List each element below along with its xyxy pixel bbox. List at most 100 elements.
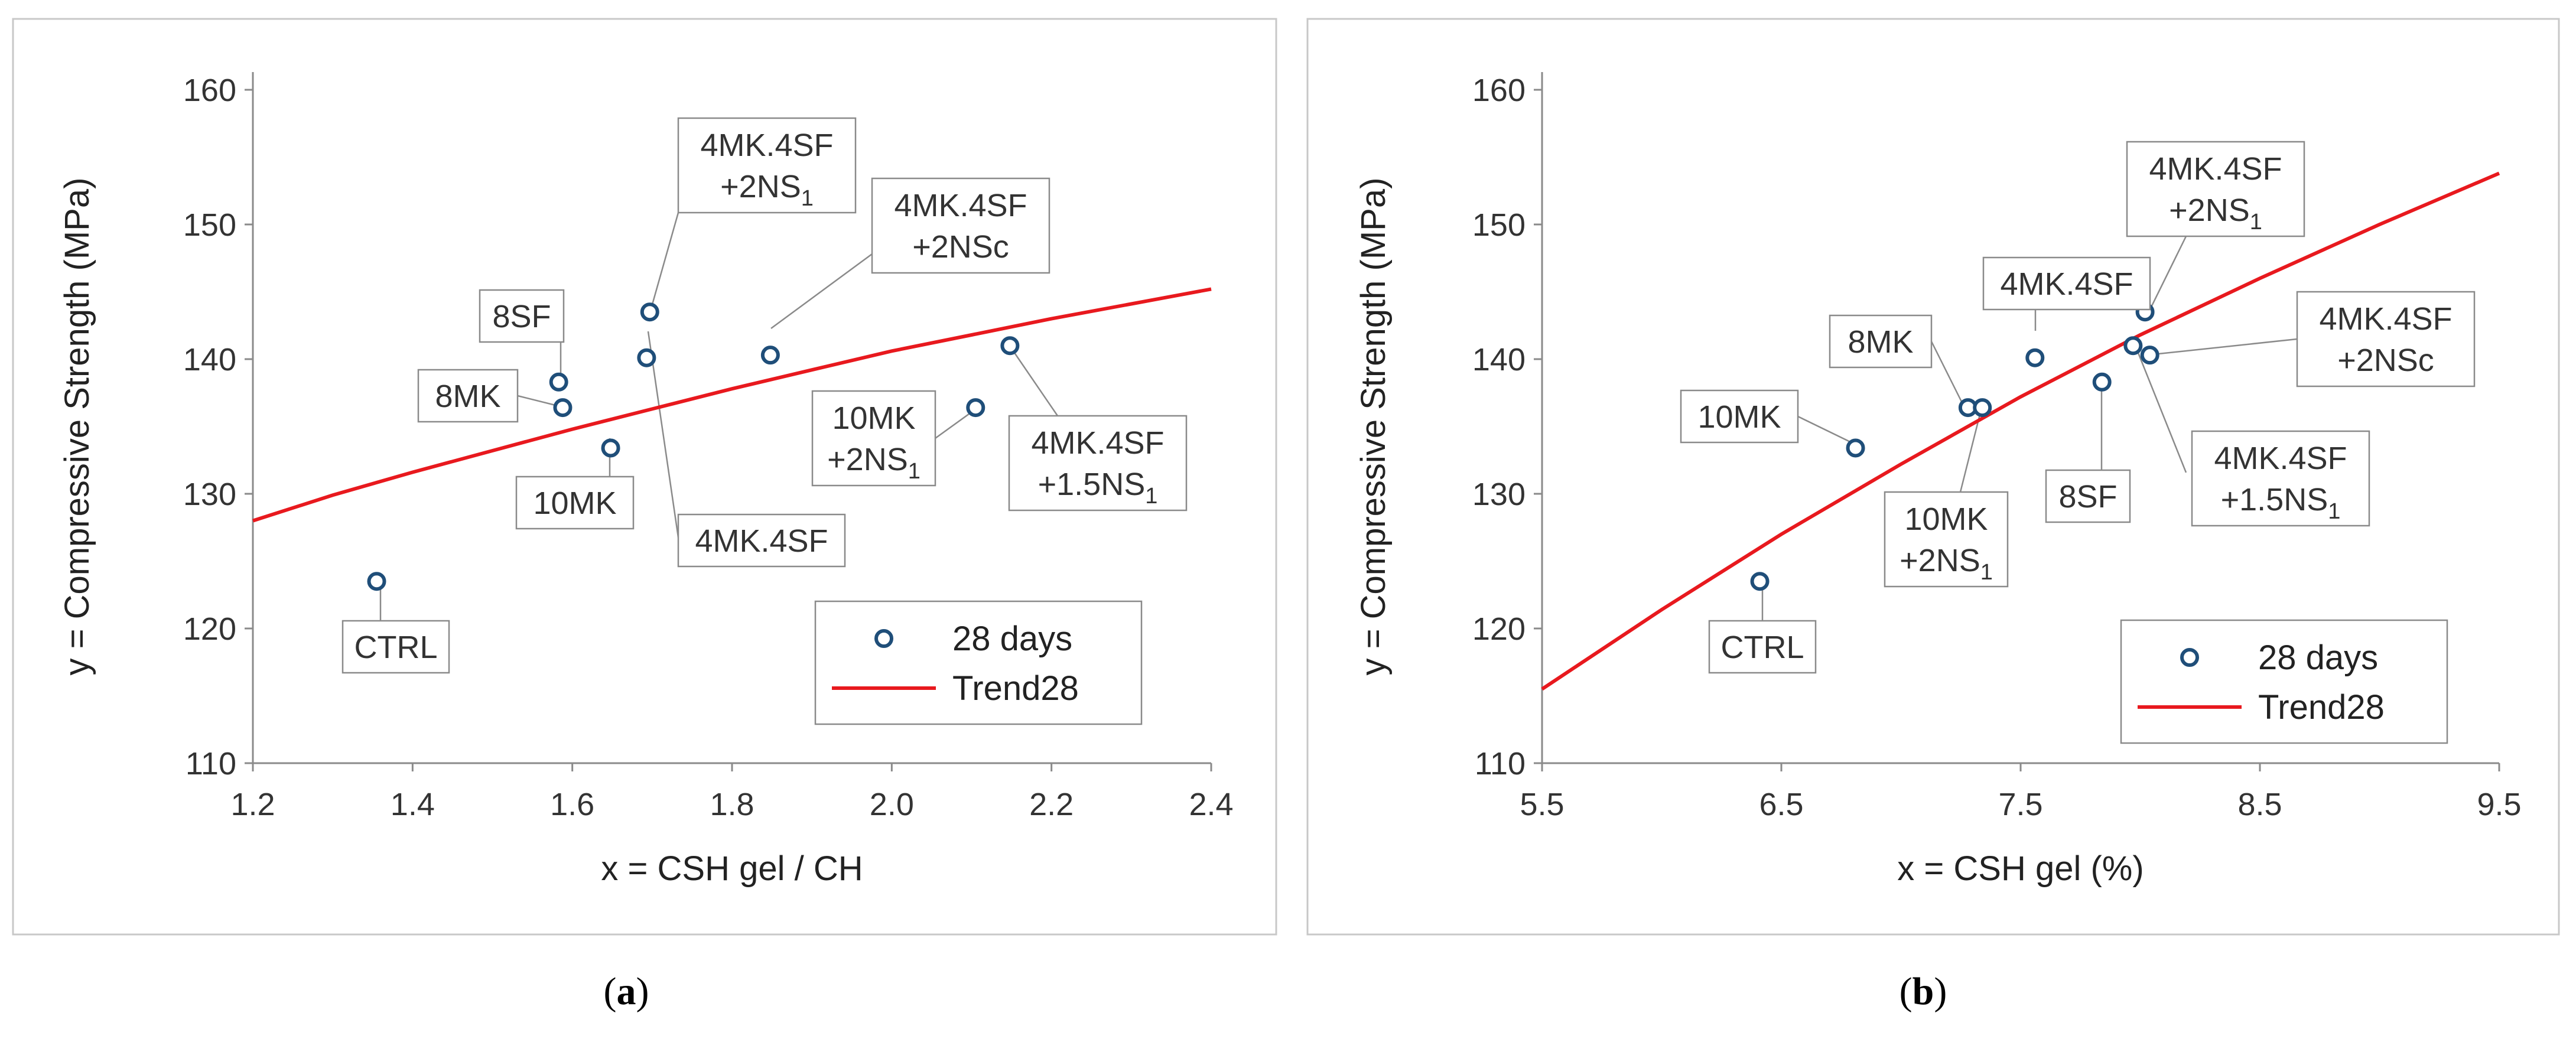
trend-line: [1541, 171, 2500, 691]
annotation-box: [677, 117, 857, 214]
annotation-label: CTRL: [341, 620, 450, 674]
annotation-text: +2NSc: [2337, 343, 2434, 378]
annotation-text: 4MK.4SF: [2319, 301, 2452, 337]
annotation-text: 4MK.4SF: [695, 523, 828, 559]
data-point: [1750, 572, 1770, 591]
data-point: [2140, 346, 2159, 365]
x-tick-label: 1.6: [550, 787, 594, 822]
annotation-text: +2NS1: [1900, 543, 1993, 585]
annotation-label: 4MK.4SF: [677, 513, 846, 568]
y-tick-label: 120: [1472, 611, 1526, 647]
y-tick-label: 140: [1472, 342, 1526, 377]
y-tick-label: 150: [183, 207, 236, 243]
data-point: [760, 346, 780, 365]
legend-label-trend28: Trend28: [952, 669, 1079, 708]
legend-box: [2120, 619, 2448, 744]
data-point: [637, 348, 656, 367]
panel-label: (a): [604, 970, 649, 1013]
annotation-text: 8SF: [2058, 479, 2117, 514]
annotation-leader-line: [649, 212, 679, 311]
annotation-text: 4MK.4SF: [2214, 441, 2347, 476]
annotation-text: 10MK: [832, 400, 915, 436]
y-tick-label: 130: [1472, 477, 1526, 512]
annotation-box: [871, 177, 1050, 274]
data-point: [1846, 438, 1865, 458]
y-tick-label: 130: [183, 477, 236, 512]
legend-label-28-days: 28 days: [2258, 639, 2378, 677]
y-tick-label: 150: [1472, 207, 1526, 243]
x-tick-label: 1.8: [710, 787, 754, 822]
annotation-box: [1829, 314, 1933, 369]
annotation-text: CTRL: [354, 630, 437, 665]
y-tick-label: 160: [1472, 73, 1526, 108]
annotation-label: 4MK.4SF +1.5NS1: [2191, 430, 2370, 527]
legend: 28 days Trend28: [2120, 619, 2448, 744]
annotation-text: CTRL: [1720, 630, 1804, 665]
annotation-text: 8SF: [492, 299, 551, 334]
legend: 28 days Trend28: [814, 600, 1143, 725]
annotation-box: [515, 475, 635, 530]
data-point: [367, 572, 386, 591]
annotation-box: [677, 513, 846, 568]
annotation-box: [1680, 389, 1799, 444]
annotation-label: 8SF: [479, 289, 565, 343]
annotation-text: 8MK: [435, 379, 500, 414]
x-tick-label: 5.5: [1520, 787, 1564, 822]
annotation-box: [811, 390, 936, 487]
annotation-label: 10MK: [515, 475, 635, 530]
annotation-leader-line: [647, 331, 679, 538]
annotation-text: +2NS1: [2169, 193, 2262, 234]
x-tick-label: 6.5: [1759, 787, 1803, 822]
data-point: [553, 398, 573, 418]
legend-label-28-days: 28 days: [952, 620, 1072, 658]
annotation-label: 4MK.4SF: [1982, 256, 2151, 311]
annotation-box: [1708, 620, 1817, 674]
x-tick-label: 1.4: [391, 787, 435, 822]
annotation-text: 4MK.4SF: [1031, 425, 1164, 461]
annotation-text: 10MK: [1697, 399, 1781, 435]
legend-box: [814, 600, 1143, 725]
annotation-leader-line: [1009, 346, 1059, 416]
annotation-box: [2045, 469, 2131, 523]
data-point: [1000, 336, 1020, 356]
data-point: [1973, 398, 1992, 418]
annotation-label: 10MK +2NS1: [1884, 491, 2009, 588]
y-axis-title: y = Compressive Strength (MPa): [58, 178, 96, 676]
x-axis-title: x = CSH gel / CH: [601, 849, 863, 888]
annotation-label: 8MK: [417, 369, 519, 423]
x-tick-label: 2.4: [1189, 787, 1233, 822]
annotation-leader-line: [2147, 236, 2187, 314]
annotation-text: 8MK: [1848, 324, 1913, 360]
x-axis-title: x = CSH gel (%): [1897, 849, 2144, 888]
annotation-text: 4MK.4SF: [894, 188, 1027, 223]
annotation-text: 4MK.4SF: [700, 128, 833, 163]
panel-label: (b): [1900, 970, 1947, 1013]
chart-panel-b: 110 120 130 140 150 160 5.5 6.5 7.5 8.5 9.5 x = CSH…: [1306, 18, 2560, 1013]
annotation-text: +2NSc: [912, 229, 1009, 265]
annotation-box: [1884, 491, 2009, 588]
x-tick-label: 7.5: [1998, 787, 2042, 822]
annotation-box: [2296, 291, 2476, 387]
data-point: [2123, 336, 2143, 356]
y-tick-label: 110: [186, 746, 236, 781]
annotation-text: 4MK.4SF: [2000, 266, 2133, 302]
annotation-box: [2191, 430, 2370, 527]
annotation-box: [2126, 141, 2305, 237]
annotation-label: 8SF: [2045, 469, 2131, 523]
annotation-label: CTRL: [1708, 620, 1817, 674]
annotation-leader-line: [770, 253, 873, 330]
annotation-box: [1982, 256, 2151, 311]
chart-panel-a: 110 120 130 140 150 160 1.2 1.4 1.6 1.8 2.0 2.2 2.4 x…: [12, 18, 1277, 1013]
legend-marker-28-days: [2180, 648, 2199, 667]
y-axis-title: y = Compressive Strength (MPa): [1354, 178, 1393, 676]
y-tick-label: 140: [183, 342, 236, 377]
x-tick-label: 8.5: [2237, 787, 2282, 822]
annotation-text: 10MK: [533, 486, 616, 521]
annotation-label: 10MK: [1680, 389, 1799, 444]
x-tick-label: 2.2: [1029, 787, 1074, 822]
data-point: [966, 398, 985, 418]
annotation-box: [1008, 415, 1188, 512]
annotation-text: +2NS1: [720, 169, 814, 211]
annotation-text: 10MK: [1904, 501, 1988, 537]
